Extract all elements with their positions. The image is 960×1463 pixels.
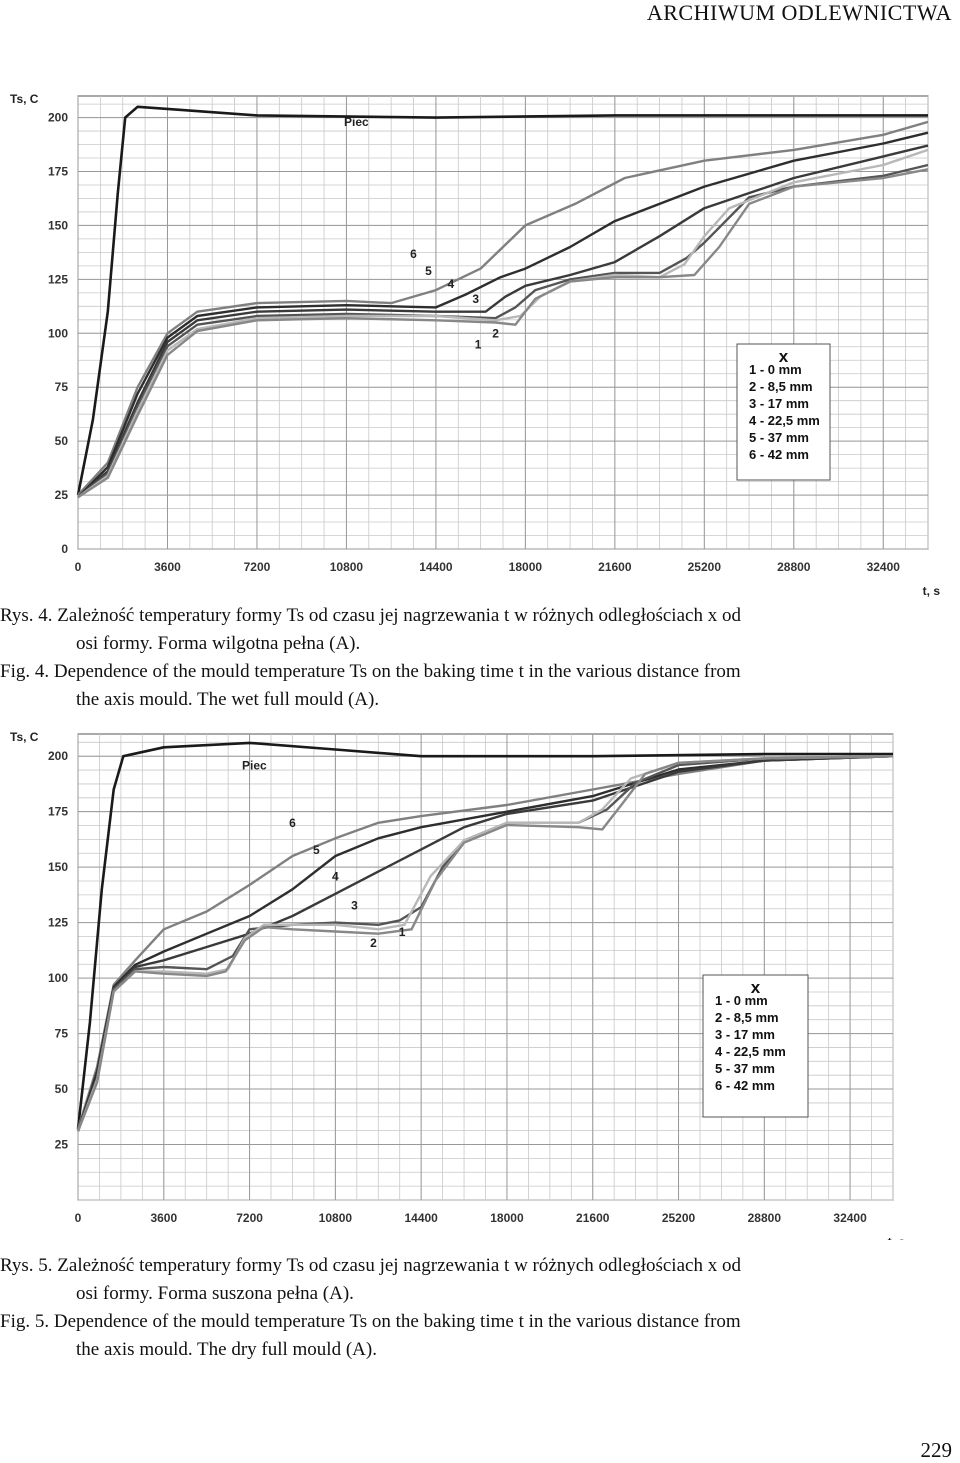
curve-label: 5 — [425, 264, 432, 278]
curve-label: 2 — [370, 936, 377, 950]
caption-en-line2: the axis mould. The wet full mould (A). — [76, 689, 380, 710]
series-line-piec — [76, 105, 928, 496]
series-line-piec — [76, 741, 893, 1130]
legend-entry: 2 - 8,5 mm — [715, 1010, 779, 1025]
curve-label: 2 — [492, 327, 499, 341]
y-axis-label: Ts, C — [10, 730, 39, 744]
y-tick-label: 125 — [48, 916, 68, 930]
x-tick-label: 21600 — [576, 1211, 610, 1225]
curve-label: 3 — [472, 292, 479, 306]
x-tick-label: 25200 — [662, 1211, 696, 1225]
y-tick-label: 100 — [48, 971, 68, 985]
x-tick-label: 0 — [75, 1211, 82, 1225]
legend-entry: 4 - 22,5 mm — [715, 1044, 786, 1059]
series-group — [76, 105, 929, 499]
legend-entry: 2 - 8,5 mm — [749, 379, 813, 394]
x-tick-label: 10800 — [330, 560, 364, 574]
x-tick-label: 21600 — [598, 560, 632, 574]
x-tick-label: 32400 — [867, 560, 901, 574]
curve-label: Piec — [242, 759, 267, 773]
y-tick-label: 0 — [61, 542, 68, 556]
journal-header: ARCHIWUM ODLEWNICTWA — [646, 0, 952, 25]
curve-label: 6 — [410, 247, 417, 261]
curve-label: 4 — [447, 277, 454, 291]
series-line-3 — [77, 163, 929, 499]
legend-entry: 4 - 22,5 mm — [749, 413, 820, 428]
legend-entry: 5 - 37 mm — [749, 430, 809, 445]
y-axis-label: Ts, C — [10, 92, 39, 106]
figure-5-caption: Rys. 5. Zależność temperatury formy Ts o… — [0, 1252, 960, 1364]
curve-label: Piec — [344, 115, 369, 129]
x-axis-label: t, s — [923, 584, 941, 598]
legend-title: x — [779, 347, 789, 366]
x-tick-label: 0 — [75, 560, 82, 574]
caption-pl-line1: Rys. 5. Zależność temperatury formy Ts o… — [0, 1255, 741, 1276]
curve-label: 4 — [332, 869, 339, 883]
series-line-3 — [76, 755, 894, 1132]
caption-pl-line2: osi formy. Forma suszona pełna (A). — [76, 1283, 354, 1304]
y-tick-label: 150 — [48, 860, 68, 874]
y-tick-label: 125 — [48, 272, 68, 286]
y-tick-label: 175 — [48, 805, 68, 819]
y-tick-label: 25 — [55, 488, 69, 502]
y-tick-label: 75 — [55, 1027, 69, 1041]
x-tick-label: 3600 — [150, 1211, 177, 1225]
page-number: 229 — [920, 1438, 953, 1462]
y-tick-label: 75 — [55, 380, 69, 394]
caption-pl-line1: Rys. 4. Zależność temperatury formy Ts o… — [0, 605, 741, 626]
curve-label: 5 — [313, 843, 320, 857]
x-tick-label: 18000 — [509, 560, 543, 574]
x-tick-label: 28800 — [748, 1211, 782, 1225]
curve-label: 6 — [289, 816, 296, 830]
x-tick-label: 28800 — [777, 560, 811, 574]
legend-background — [702, 974, 809, 1118]
x-tick-label: 32400 — [833, 1211, 867, 1225]
legend-box: x1 - 0 mm 2 - 8,5 mm 3 - 17 mm 4 - 22,5 mm 5… — [736, 343, 831, 481]
legend-entry: 5 - 37 mm — [715, 1061, 775, 1076]
x-tick-label: 25200 — [688, 560, 722, 574]
series-line-1 — [76, 755, 894, 1132]
x-tick-label: 3600 — [154, 560, 181, 574]
legend-box: x1 - 0 mm 2 - 8,5 mm 3 - 17 mm 4 - 22,5 mm 5… — [702, 974, 809, 1118]
series-group — [76, 741, 894, 1132]
x-tick-label: 10800 — [319, 1211, 353, 1225]
legend-entry: 6 - 42 mm — [715, 1078, 775, 1093]
series-line-6 — [77, 120, 929, 496]
caption-en-line1: Fig. 5. Dependence of the mould temperat… — [0, 1311, 741, 1332]
series-line-5 — [77, 131, 929, 499]
x-axis-label: t, s — [888, 1235, 906, 1240]
legend-background — [736, 343, 831, 481]
legend-entry: 3 - 17 mm — [715, 1027, 775, 1042]
y-tick-label: 200 — [48, 111, 68, 125]
grid-lines — [77, 734, 894, 1201]
y-tick-label: 175 — [48, 165, 68, 179]
y-tick-label: 100 — [48, 326, 68, 340]
legend-title: x — [751, 978, 761, 997]
legend-entry: 3 - 17 mm — [749, 396, 809, 411]
caption-pl-line2: osi formy. Forma wilgotna pełna (A). — [76, 633, 361, 654]
x-tick-label: 14400 — [404, 1211, 438, 1225]
y-tick-label: 50 — [55, 1082, 69, 1096]
caption-en-line1: Fig. 4. Dependence of the mould temperat… — [0, 661, 741, 682]
legend-entry: 1 - 0 mm — [715, 993, 768, 1008]
caption-en-line2: the axis mould. The dry full mould (A). — [76, 1339, 377, 1360]
x-tick-label: 7200 — [236, 1211, 263, 1225]
x-tick-label: 14400 — [419, 560, 453, 574]
y-tick-label: 25 — [55, 1138, 69, 1152]
x-tick-label: 7200 — [244, 560, 271, 574]
figure-4-caption: Rys. 4. Zależność temperatury formy Ts o… — [0, 602, 960, 714]
curve-label: 3 — [351, 898, 358, 912]
y-tick-label: 200 — [48, 749, 68, 763]
series-line-1 — [77, 168, 929, 499]
legend-entry: 1 - 0 mm — [749, 362, 802, 377]
legend-entry: 6 - 42 mm — [749, 447, 809, 462]
y-tick-label: 150 — [48, 218, 68, 232]
y-tick-label: 50 — [55, 434, 69, 448]
curve-label: 1 — [399, 925, 406, 939]
series-line-4 — [77, 144, 929, 499]
x-tick-label: 18000 — [490, 1211, 524, 1225]
curve-label: 1 — [475, 337, 482, 351]
